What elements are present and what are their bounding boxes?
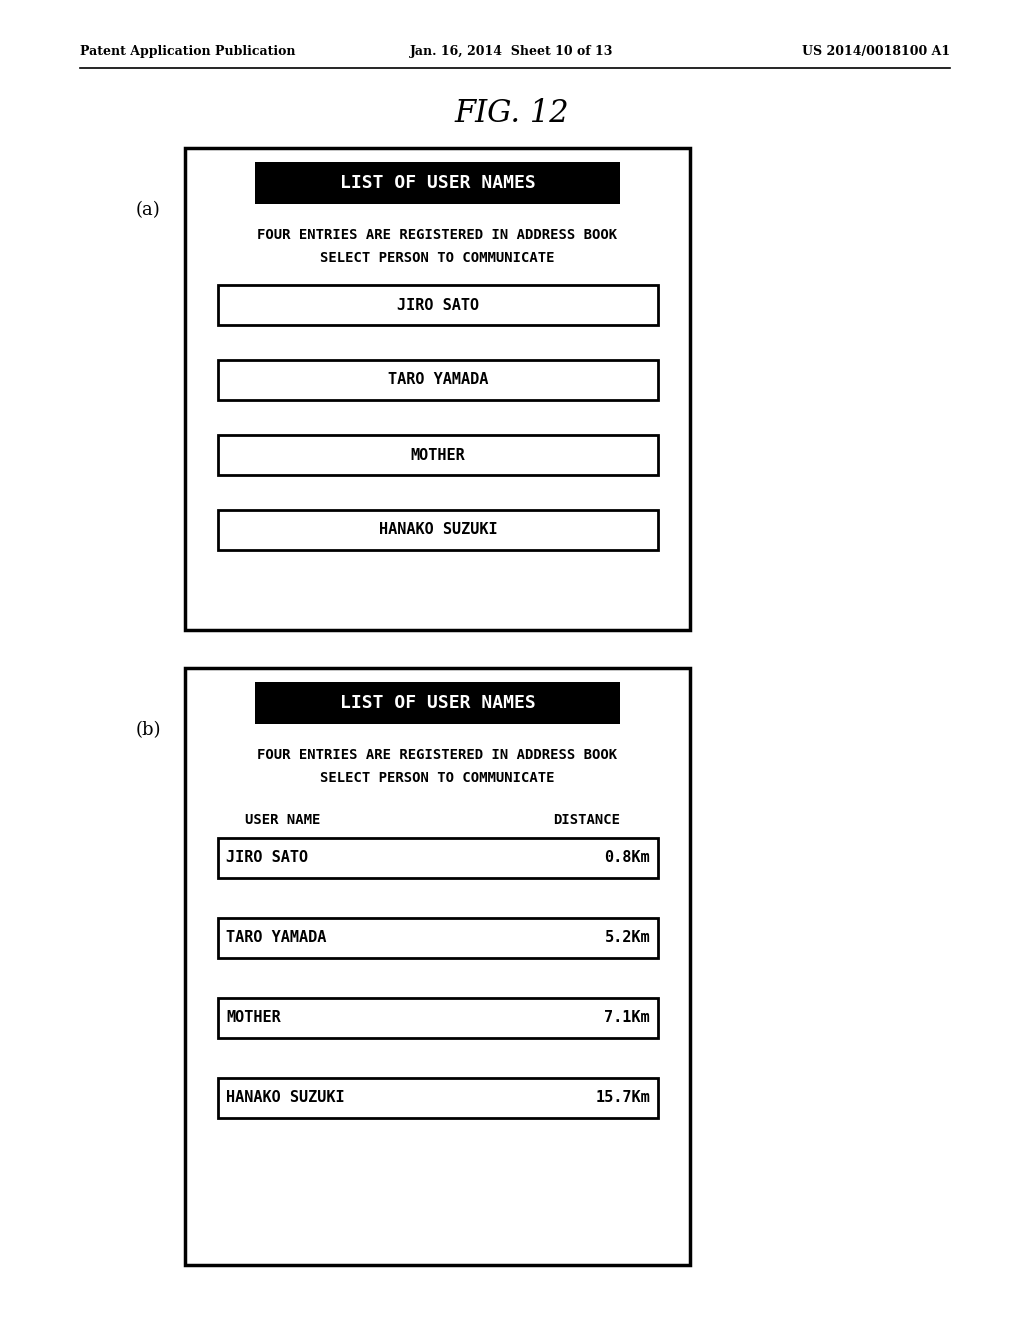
Text: JIRO SATO: JIRO SATO [397,297,479,313]
Bar [218,998,658,1038]
Bar [255,682,620,723]
Text: TARO YAMADA: TARO YAMADA [226,931,327,945]
Bar [218,285,658,325]
Text: HANAKO SUZUKI: HANAKO SUZUKI [379,523,498,537]
Bar [218,510,658,550]
Text: US 2014/0018100 A1: US 2014/0018100 A1 [802,45,950,58]
Text: 15.7Km: 15.7Km [595,1090,650,1106]
Bar [218,917,658,958]
Text: HANAKO SUZUKI: HANAKO SUZUKI [226,1090,345,1106]
Text: MOTHER: MOTHER [411,447,465,462]
Text: Jan. 16, 2014  Sheet 10 of 13: Jan. 16, 2014 Sheet 10 of 13 [411,45,613,58]
Text: SELECT PERSON TO COMMUNICATE: SELECT PERSON TO COMMUNICATE [321,771,555,785]
Text: 7.1Km: 7.1Km [604,1011,650,1026]
Text: Patent Application Publication: Patent Application Publication [80,45,296,58]
Bar [218,436,658,475]
Text: LIST OF USER NAMES: LIST OF USER NAMES [340,174,536,191]
Text: 5.2Km: 5.2Km [604,931,650,945]
Text: FOUR ENTRIES ARE REGISTERED IN ADDRESS BOOK: FOUR ENTRIES ARE REGISTERED IN ADDRESS B… [257,748,617,762]
Text: DISTANCE: DISTANCE [553,813,620,828]
Text: LIST OF USER NAMES: LIST OF USER NAMES [340,694,536,711]
Text: (a): (a) [135,201,161,219]
Bar [185,148,690,630]
Text: (b): (b) [135,721,161,739]
Text: JIRO SATO: JIRO SATO [226,850,308,866]
Text: MOTHER: MOTHER [226,1011,281,1026]
Bar [218,360,658,400]
Text: 0.8Km: 0.8Km [604,850,650,866]
Text: TARO YAMADA: TARO YAMADA [388,372,488,388]
Text: USER NAME: USER NAME [245,813,321,828]
Bar [218,838,658,878]
Bar [218,1078,658,1118]
Text: FOUR ENTRIES ARE REGISTERED IN ADDRESS BOOK: FOUR ENTRIES ARE REGISTERED IN ADDRESS B… [257,228,617,242]
Bar [255,162,620,205]
Text: FIG. 12: FIG. 12 [455,98,569,128]
Text: SELECT PERSON TO COMMUNICATE: SELECT PERSON TO COMMUNICATE [321,251,555,265]
Bar [185,668,690,1265]
